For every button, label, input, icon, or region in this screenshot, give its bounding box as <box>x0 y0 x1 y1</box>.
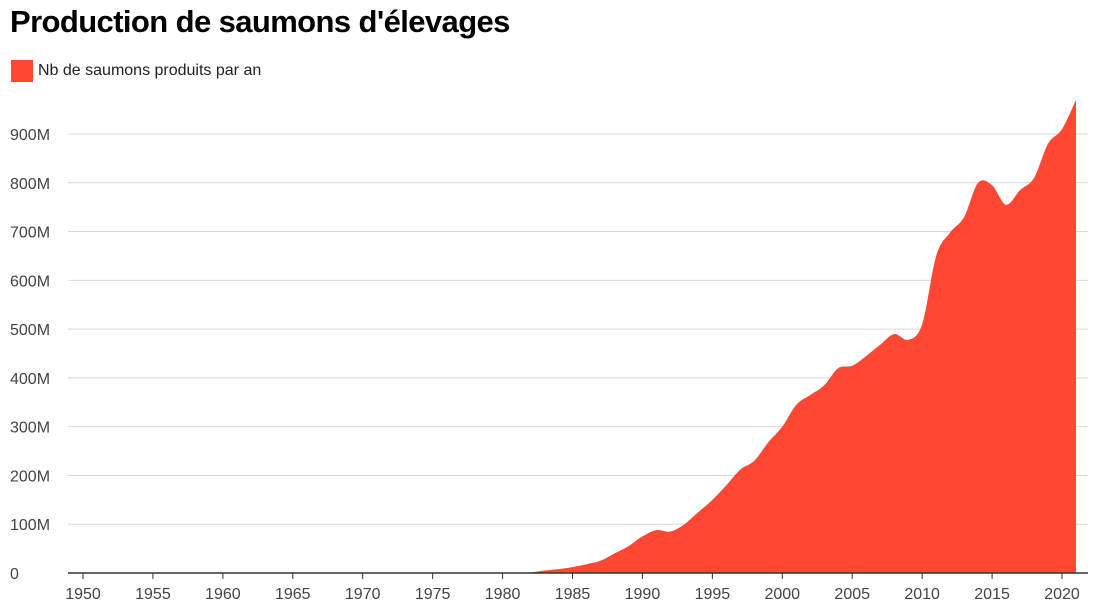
y-tick-labels: 0 100M 200M 300M 400M 500M 600M 700M 800M 900M <box>10 127 50 583</box>
x-tick-labels: 1950 1955 1960 1965 1970 1975 1980 1985 1990 1995… <box>65 586 1080 603</box>
y-tick-label: 300M <box>10 420 50 437</box>
x-tick-label: 1985 <box>555 586 591 603</box>
x-tick-label: 1990 <box>625 586 661 603</box>
y-tick-label: 500M <box>10 322 50 339</box>
x-tick-label: 1975 <box>415 586 451 603</box>
x-tick-label: 1980 <box>485 586 521 603</box>
x-tick-label: 2015 <box>974 586 1010 603</box>
legend: Nb de saumons produits par an <box>11 60 261 82</box>
x-tick-label: 1960 <box>205 586 241 603</box>
y-tick-label: 200M <box>10 468 50 485</box>
y-tick-label: 400M <box>10 371 50 388</box>
y-tick-label: 800M <box>10 176 50 193</box>
chart-title: Production de saumons d'élevages <box>10 4 510 39</box>
y-tick-label: 700M <box>10 225 50 242</box>
axis-layer <box>68 572 1088 579</box>
x-tick-label: 2020 <box>1044 586 1080 603</box>
y-tick-label: 0 <box>10 566 19 583</box>
x-tick-label: 1970 <box>345 586 381 603</box>
x-tick-label: 1995 <box>695 586 731 603</box>
x-tick-label: 1950 <box>65 586 101 603</box>
x-tick-label: 1955 <box>135 586 171 603</box>
area-series <box>83 99 1076 574</box>
legend-swatch <box>11 60 33 82</box>
legend-label: Nb de saumons produits par an <box>38 62 262 79</box>
y-tick-label: 900M <box>10 127 50 144</box>
area-layer <box>83 99 1076 574</box>
y-tick-label: 100M <box>10 517 50 534</box>
x-tick-label: 2010 <box>904 586 940 603</box>
x-tick-label: 2005 <box>834 586 870 603</box>
y-tick-label: 600M <box>10 273 50 290</box>
x-tick-label: 2000 <box>764 586 800 603</box>
x-tick-label: 1965 <box>275 586 311 603</box>
